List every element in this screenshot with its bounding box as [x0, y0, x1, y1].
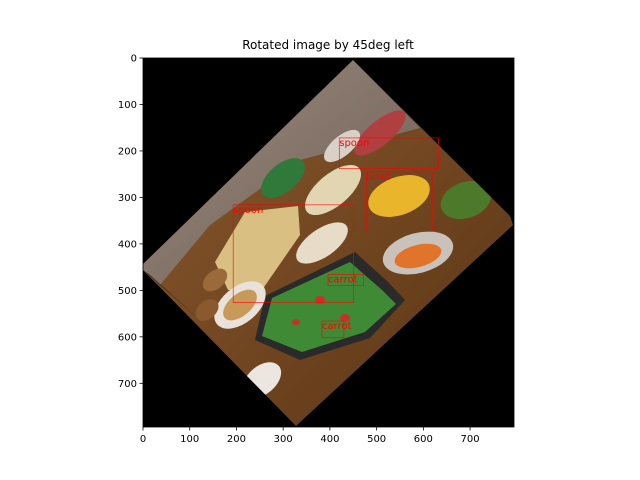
- photo-salad: [262, 262, 396, 352]
- x-tick-label: 0: [140, 434, 146, 445]
- y-tick-label: 400: [118, 239, 137, 250]
- x-axis: 0 100 200 300 400 500 600 700: [140, 427, 480, 445]
- photo-tray-casserole: [215, 206, 300, 290]
- y-tick-label: 600: [118, 332, 137, 343]
- detection-box-bowl: [366, 171, 433, 232]
- detection-box-carrot: [321, 320, 345, 339]
- x-tick-label: 400: [320, 434, 339, 445]
- x-tick-label: 700: [461, 434, 480, 445]
- x-tick-label: 100: [180, 434, 199, 445]
- y-tick-label: 500: [118, 286, 137, 297]
- photo-tomato-3: [292, 319, 300, 325]
- detection-label-spoon: spoon: [339, 138, 369, 149]
- photo-bowl-peas: [440, 180, 492, 220]
- photo-dish-green: [261, 158, 305, 198]
- detection-box-spoon: [232, 204, 355, 303]
- image-area: spoon bowl spoon carrot carrot: [143, 58, 514, 427]
- x-tick-label: 500: [367, 434, 386, 445]
- photo-tomato-1: [315, 296, 325, 304]
- y-tick-label: 0: [131, 54, 137, 65]
- detection-label-carrot: carrot: [328, 275, 358, 286]
- detection-boxes: spoon bowl spoon carrot carrot: [232, 137, 439, 339]
- x-tick-label: 600: [414, 434, 433, 445]
- x-tick-label: 200: [227, 434, 246, 445]
- y-tick-label: 200: [118, 146, 137, 157]
- photo-table-edge: [143, 270, 200, 320]
- photo-dish-gravy: [296, 222, 348, 264]
- photo-bowl-corn: [368, 175, 430, 217]
- detection-box-carrot: [327, 274, 364, 287]
- photo-pie-2: [195, 299, 219, 321]
- y-tick-label: 300: [118, 193, 137, 204]
- detection-box-spoon: [338, 137, 439, 169]
- axes-frame: [142, 57, 515, 428]
- photo-carrots: [394, 243, 442, 269]
- photo-tomato-2: [340, 314, 350, 322]
- chart-title: Rotated image by 45deg left: [242, 38, 414, 52]
- photo-pie-1: [202, 268, 228, 292]
- photo-dish-mash: [304, 164, 362, 216]
- photo-plate-top: [354, 110, 406, 156]
- photo-rolls: [223, 289, 257, 321]
- detection-label-spoon: spoon: [233, 205, 263, 216]
- detection-label-bowl: bowl: [366, 172, 389, 183]
- y-tick-label: 700: [118, 379, 137, 390]
- detection-label-carrot: carrot: [322, 321, 352, 332]
- y-tick-label: 100: [118, 100, 137, 111]
- y-axis: 0 100 200 300 400 500 600 700: [118, 54, 143, 390]
- x-tick-label: 300: [274, 434, 293, 445]
